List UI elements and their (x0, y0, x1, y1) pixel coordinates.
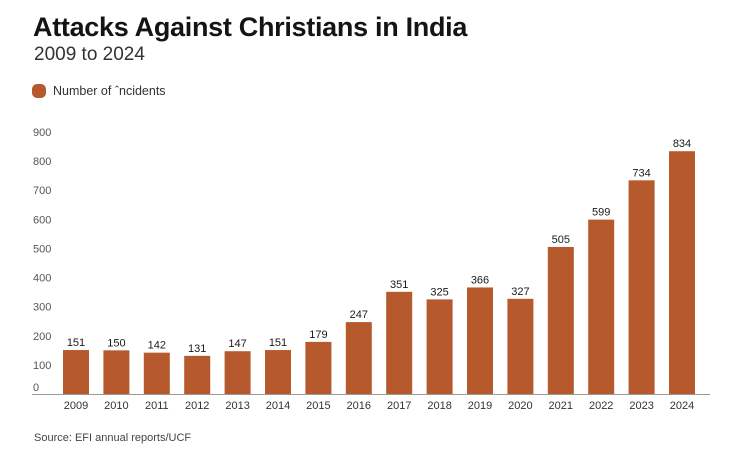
bar (628, 180, 655, 394)
bar (547, 246, 574, 394)
data-label: 325 (430, 286, 448, 298)
y-tick-label: 500 (33, 243, 51, 255)
x-tick-label: 2021 (549, 400, 573, 412)
bar (143, 352, 170, 394)
source-note: Source: EFI annual reports/UCF (34, 432, 192, 444)
x-tick-label: 2017 (387, 400, 411, 412)
data-label: 834 (673, 138, 691, 150)
x-tick-label: 2012 (185, 400, 209, 412)
bar (265, 350, 291, 394)
x-tick-label: 2010 (104, 400, 128, 412)
bar (426, 299, 453, 394)
data-label: 366 (471, 274, 489, 286)
data-label: 131 (188, 343, 206, 355)
data-label: 151 (67, 337, 85, 349)
y-tick-label: 700 (33, 185, 51, 197)
x-tick-label: 2014 (266, 400, 290, 412)
x-tick-label: 2015 (306, 400, 330, 412)
x-tick-label: 2019 (468, 400, 492, 412)
y-tick-label: 800 (33, 156, 51, 168)
bar (345, 322, 372, 394)
chart-subtitle: 2009 to 2024 (34, 44, 145, 65)
data-label: 147 (228, 338, 246, 350)
x-tick-label: 2018 (427, 400, 451, 412)
y-tick-label: 900 (33, 127, 51, 139)
x-tick-label: 2009 (64, 400, 88, 412)
x-tick-label: 2016 (347, 400, 371, 412)
bar (669, 151, 695, 394)
x-tick-label: 2020 (508, 400, 532, 412)
x-tick-label: 2023 (629, 400, 653, 412)
x-tick-label: 2013 (225, 400, 249, 412)
bar (103, 350, 130, 394)
bar (507, 298, 534, 394)
data-label: 505 (552, 234, 570, 246)
data-label: 179 (309, 329, 327, 341)
legend-swatch (32, 84, 46, 98)
bar (305, 341, 332, 394)
legend-label: Number of ˆncidents (53, 84, 166, 98)
bar (224, 351, 251, 394)
y-tick-label: 600 (33, 214, 51, 226)
bar (63, 350, 89, 394)
bar (467, 287, 493, 394)
y-tick-label: 200 (33, 331, 51, 343)
x-tick-label: 2022 (589, 400, 613, 412)
data-label: 599 (592, 207, 610, 219)
y-tick-label: 0 (33, 382, 39, 394)
y-tick-label: 300 (33, 302, 51, 314)
y-tick-label: 400 (33, 273, 51, 285)
bar (184, 355, 211, 394)
chart-title: Attacks Against Christians in India (33, 12, 468, 42)
data-label: 247 (350, 309, 368, 321)
data-label: 142 (148, 340, 166, 352)
x-tick-label: 2024 (670, 400, 694, 412)
data-label: 351 (390, 279, 408, 291)
data-label: 327 (511, 286, 529, 298)
bar (386, 291, 413, 394)
data-label: 150 (107, 337, 125, 349)
bar (588, 219, 615, 394)
data-label: 151 (269, 337, 287, 349)
y-tick-label: 100 (33, 360, 51, 372)
data-label: 734 (632, 167, 650, 179)
x-tick-label: 2011 (145, 400, 169, 412)
legend: Number of ˆncidents (32, 84, 166, 98)
